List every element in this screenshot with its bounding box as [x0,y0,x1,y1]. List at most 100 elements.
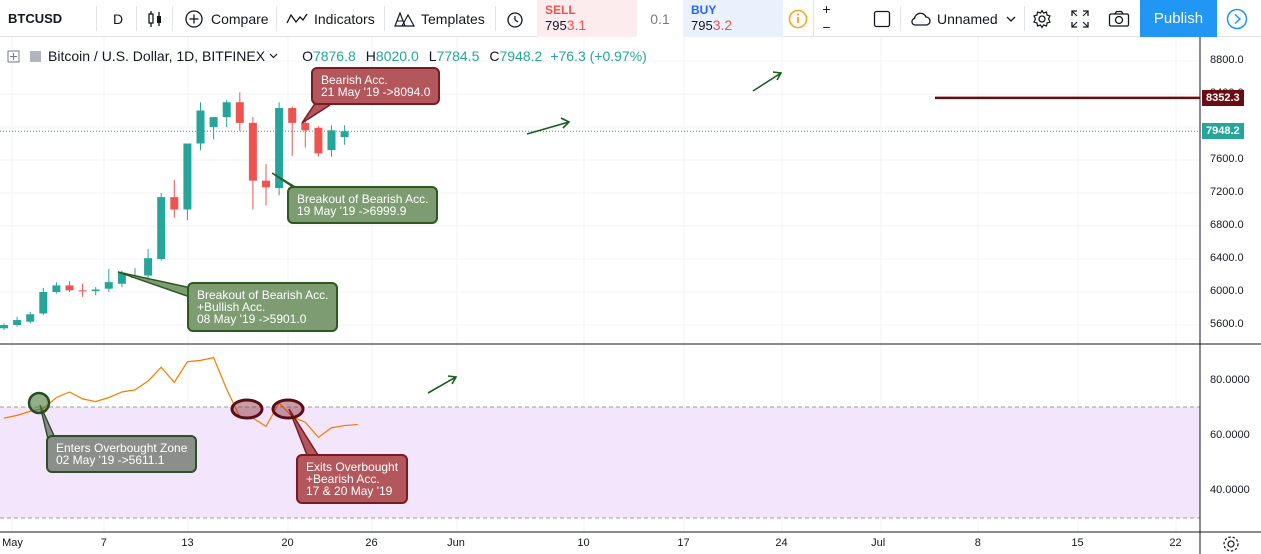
symbol-search[interactable]: BTCUSD [8,11,63,26]
breakout-08-pointer [117,271,197,298]
price-tick-label: 7200.0 [1210,186,1244,198]
time-tick-label: 13 [181,537,194,549]
price-tick-label: 5600.0 [1210,318,1244,330]
candle-body [65,285,74,291]
info-button[interactable] [783,0,813,37]
spread-value: 0.1 [637,0,683,37]
oscillator-tick-label: 60.0000 [1210,429,1250,441]
fullscreen-button[interactable] [1070,0,1090,37]
zoom-out-button[interactable]: − [822,19,831,35]
toolbar-divider [1024,6,1025,31]
callout-line: 21 May '19 ->8094.0 [321,85,431,99]
candle [39,287,48,316]
price-tick-label: 6800.0 [1210,219,1244,231]
candle-body [13,320,22,325]
arrow-3 [427,375,458,394]
sell-price: 7953.1 [545,17,587,33]
ohlc-low: L7784.5 [428,48,480,64]
candle-body [275,108,284,189]
exits-ob-pointer [288,408,319,456]
time-tick-label: 17 [677,537,690,549]
candle [183,143,192,221]
chevron-down-icon [1006,16,1016,22]
zoom-controls: + − [813,0,839,37]
callout-line: 19 May '19 ->6999.9 [297,204,407,218]
settings-button[interactable] [1032,0,1052,37]
candle [209,117,218,140]
candle-body [170,197,179,210]
sell-button[interactable]: SELL 7953.1 [537,0,637,37]
alert-button[interactable] [505,0,525,37]
chart-type-button[interactable] [146,0,164,37]
templates-label: Templates [421,10,485,27]
candle [288,106,297,156]
time-tick-label: 10 [577,537,590,549]
candle [157,193,166,261]
candle [52,282,61,294]
buy-button[interactable]: BUY 7953.2 [683,0,783,37]
candle [26,311,35,324]
candle [91,287,100,296]
callout-line: Bearish Acc. [321,73,388,87]
candle [340,125,349,145]
chevron-down-icon[interactable] [269,52,278,60]
publish-button[interactable]: Publish [1140,0,1217,37]
candle [275,102,284,196]
time-tick-label: 7 [100,537,107,549]
candle [104,268,113,292]
candle-body [209,117,218,127]
time-tick-label: 26 [365,537,378,549]
templates-button[interactable]: Templates [394,0,485,37]
chart-canvas[interactable] [0,37,1261,554]
callout-bearish-21-may: Bearish Acc. 21 May '19 ->8094.0 [311,67,441,105]
time-tick-label: 22 [1169,537,1182,549]
compare-button[interactable]: Compare [184,0,269,37]
zoom-in-button[interactable]: + [822,1,831,17]
candle [314,126,323,157]
grid [0,37,1200,532]
candle-body [340,131,349,138]
resistance-price-tag: 8352.3 [1202,89,1244,106]
callout-line: Breakout of Bearish Acc. [297,192,429,206]
expand-icon [1071,9,1089,28]
candle-body [91,289,100,292]
legend-expand-toggle[interactable] [7,50,20,63]
candle-body [26,314,35,322]
time-tick-label: Jul [871,537,886,549]
layout-name: Unnamed [937,10,998,27]
toolbar-divider [900,6,901,31]
ohlc-change: +76.3 (+0.97%) [550,48,647,64]
oscillator-line [3,356,358,439]
exit-ob-marker-20 [271,398,305,420]
axis-settings-gear[interactable] [1223,536,1239,552]
toolbar-divider [96,6,97,31]
symbol-title[interactable]: Bitcoin / U.S. Dollar, 1D, BITFINEX [48,48,266,64]
callout-line: +Bullish Acc. [197,300,266,314]
alarm-clock-icon [507,11,523,28]
price-tick-label: 6000.0 [1210,285,1244,297]
time-tick-label: Jun [447,537,465,549]
trade-widget: SELL 7953.1 0.1 BUY 7953.2 + − [537,0,839,37]
layout-selector[interactable]: Unnamed [909,0,1016,37]
ohlc-high: H8020.0 [365,48,419,64]
callout-breakout-08-may: Breakout of Bearish Acc. +Bullish Acc. 0… [187,282,339,332]
axis-gear-ring [1223,536,1239,552]
callout-breakout-19-may: Breakout of Bearish Acc. 19 May '19 ->69… [287,186,439,224]
candle [222,99,231,127]
info-icon [788,9,808,28]
candle-body [144,258,153,276]
callout-exits-overbought: Exits Overbought +Bearish Acc. 17 & 20 M… [296,454,409,504]
candle [144,249,153,279]
candle-body [262,180,270,188]
fullscreen-toggle[interactable] [873,0,891,37]
callout-line: 02 May '19 ->5611.1 [56,453,165,467]
candle-body [104,282,113,289]
interval-selector[interactable]: D [113,10,124,27]
arrow-2 [752,71,783,92]
bearish-21-pointer [301,101,331,124]
indicators-icon [286,13,308,23]
indicators-button[interactable]: Indicators [286,0,375,37]
callout-line: 17 & 20 May '19 [306,484,393,498]
snapshot-button[interactable] [1108,0,1130,37]
collapse-panel-button[interactable] [1226,0,1248,37]
